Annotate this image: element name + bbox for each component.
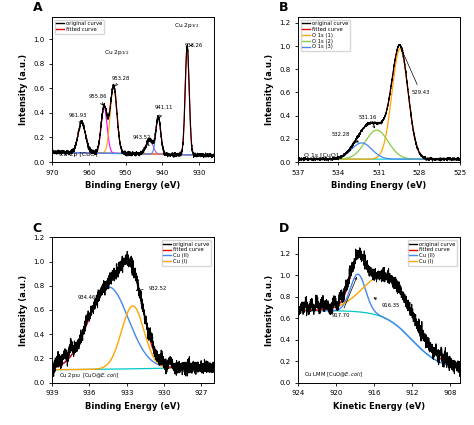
Text: Cu 2p$_{3/2}$: Cu 2p$_{3/2}$ — [173, 21, 199, 30]
Text: B: B — [279, 1, 288, 14]
Text: 934.46: 934.46 — [78, 286, 106, 300]
X-axis label: Binding Energy (eV): Binding Energy (eV) — [331, 181, 427, 190]
Legend: original curve, fitted curve, O 1s (1), O 1s (2), O 1s (3): original curve, fitted curve, O 1s (1), … — [301, 20, 350, 51]
Text: C: C — [33, 222, 42, 235]
Text: 941.11: 941.11 — [155, 105, 173, 117]
X-axis label: Kinetic Energy (eV): Kinetic Energy (eV) — [333, 402, 425, 411]
Text: 955.86: 955.86 — [89, 94, 107, 105]
Text: A: A — [33, 1, 42, 14]
Y-axis label: Intensity (a.u.): Intensity (a.u.) — [18, 275, 27, 346]
X-axis label: Binding Energy (eV): Binding Energy (eV) — [85, 181, 181, 190]
Text: Cu 2p$_{1/2}$: Cu 2p$_{1/2}$ — [104, 48, 129, 57]
Legend: original curve, fitted curve, Cu (II), Cu (I): original curve, fitted curve, Cu (II), C… — [408, 240, 457, 266]
Y-axis label: Intensity (a.u.): Intensity (a.u.) — [264, 275, 273, 346]
Text: 529.43: 529.43 — [401, 49, 430, 95]
Text: 917.70: 917.70 — [332, 278, 357, 318]
Text: 531.16: 531.16 — [359, 116, 377, 128]
Text: 532.28: 532.28 — [332, 132, 358, 142]
Text: Cu LMM [CuO@$\it{E. coli}$]: Cu LMM [CuO@$\it{E. coli}$] — [304, 371, 364, 380]
X-axis label: Binding Energy (eV): Binding Energy (eV) — [85, 402, 181, 411]
Text: Cu 2p$_{3/2}$ [CuO@$\it{E. coli}$]: Cu 2p$_{3/2}$ [CuO@$\it{E. coli}$] — [59, 371, 118, 380]
Legend: original curve, fitted curve, Cu (II), Cu (I): original curve, fitted curve, Cu (II), C… — [162, 240, 211, 266]
Text: D: D — [279, 222, 289, 235]
Y-axis label: Intensity (a.u.): Intensity (a.u.) — [18, 54, 27, 125]
Text: Cu 2p [CuO]: Cu 2p [CuO] — [59, 152, 97, 157]
Text: 933.26: 933.26 — [184, 43, 203, 48]
Y-axis label: Intensity (a.u.): Intensity (a.u.) — [264, 54, 273, 125]
Text: 953.28: 953.28 — [112, 76, 130, 86]
Text: O 1s [CuO]: O 1s [CuO] — [304, 152, 339, 157]
Text: 932.52: 932.52 — [137, 286, 167, 291]
Text: 961.93: 961.93 — [69, 113, 87, 123]
Text: 943.52: 943.52 — [133, 135, 151, 145]
Text: 916.35: 916.35 — [374, 298, 401, 308]
Legend: original curve, fitted curve: original curve, fitted curve — [55, 20, 104, 34]
